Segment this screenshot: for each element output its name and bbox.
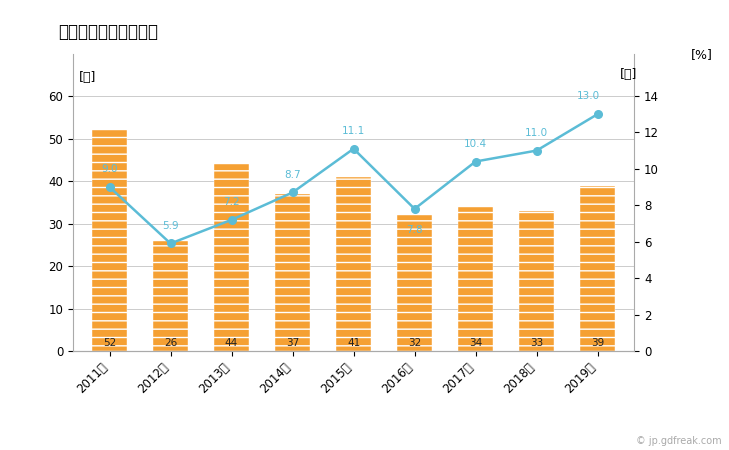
- Text: 11.1: 11.1: [342, 126, 365, 136]
- Bar: [458, 207, 494, 351]
- Bar: [92, 130, 127, 351]
- Legend: 産業用_建築物数(左軸), 産業用_全建築物数にしめるシェア(右軸): 産業用_建築物数(左軸), 産業用_全建築物数にしめるシェア(右軸): [159, 449, 459, 450]
- Bar: [153, 241, 188, 351]
- Text: 39: 39: [591, 338, 604, 347]
- Bar: [214, 164, 249, 351]
- Text: © jp.gdfreak.com: © jp.gdfreak.com: [636, 436, 722, 446]
- Text: 13.0: 13.0: [577, 91, 600, 101]
- Text: 9.0: 9.0: [101, 164, 118, 174]
- Text: 34: 34: [469, 338, 482, 347]
- Bar: [519, 211, 554, 351]
- Text: 産業用建築物数の推移: 産業用建築物数の推移: [58, 22, 158, 40]
- Text: 8.7: 8.7: [284, 170, 301, 180]
- Bar: [336, 177, 371, 351]
- Bar: [275, 194, 311, 351]
- Text: 32: 32: [408, 338, 421, 347]
- Bar: [580, 185, 615, 351]
- Text: 11.0: 11.0: [525, 128, 548, 138]
- Text: 5.9: 5.9: [163, 221, 179, 231]
- Text: 52: 52: [103, 338, 116, 347]
- Text: 10.4: 10.4: [464, 139, 487, 149]
- Text: 33: 33: [530, 338, 543, 347]
- Text: 7.2: 7.2: [223, 197, 240, 207]
- Text: 7.8: 7.8: [406, 225, 423, 235]
- Text: 44: 44: [225, 338, 238, 347]
- Text: [％]: [％]: [620, 68, 637, 81]
- Text: [棟]: [棟]: [79, 71, 96, 84]
- Bar: [397, 215, 432, 351]
- Text: 41: 41: [347, 338, 360, 347]
- Text: 26: 26: [164, 338, 177, 347]
- Y-axis label: [%]: [%]: [690, 48, 712, 61]
- Text: 37: 37: [286, 338, 299, 347]
